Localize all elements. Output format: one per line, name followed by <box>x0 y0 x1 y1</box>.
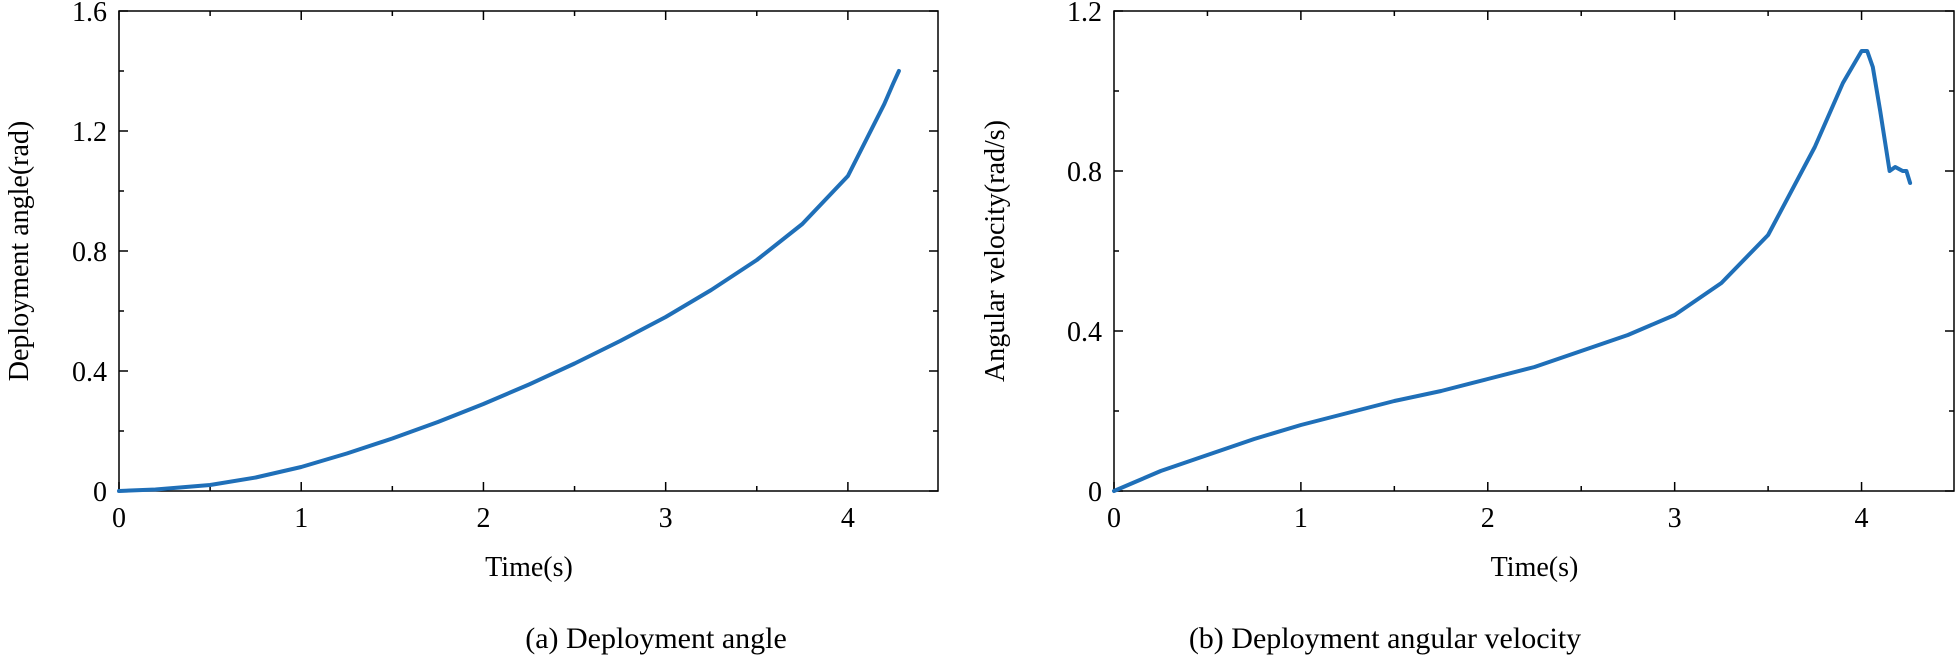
x-axis-title: Time(s) <box>485 552 573 583</box>
plot-frame <box>1113 10 1955 492</box>
y-tick-label: 0.8 <box>72 237 107 268</box>
series-line-0 <box>117 69 901 493</box>
x-tick-label: 2 <box>1481 503 1495 534</box>
x-tick-label: 3 <box>659 503 673 534</box>
x-axis-title: Time(s) <box>1491 552 1579 583</box>
y-tick-label: 0 <box>1088 477 1102 508</box>
y-tick-label: 0.4 <box>72 357 107 388</box>
series-line-0 <box>1112 49 1913 493</box>
x-tick-label: 2 <box>476 503 490 534</box>
x-tick-label: 0 <box>1107 503 1121 534</box>
x-tick-label: 1 <box>294 503 308 534</box>
chart-panel-0: 0 1 2 3 4 0 0.4 0.8 1.2 1.6 Time(s) Deployment angl… <box>4 0 939 655</box>
subfigure-caption: (a) Deployment angle <box>525 622 787 655</box>
chart-panel-1: 0 1 2 3 4 0 0.4 0.8 1.2 Time(s) Angular velocity(r… <box>980 0 1955 655</box>
x-tick-label: 1 <box>1294 503 1308 534</box>
y-tick-label: 0.8 <box>1067 157 1102 188</box>
x-tick-label: 3 <box>1668 503 1682 534</box>
plot-frame <box>118 10 939 492</box>
y-axis-title: Deployment angle(rad) <box>4 121 35 381</box>
y-tick-label: 0.4 <box>1067 317 1102 348</box>
x-tick-label: 0 <box>112 503 126 534</box>
y-tick-label: 1.2 <box>1067 0 1102 28</box>
x-tick-label: 4 <box>841 503 855 534</box>
subfigure-caption: (b) Deployment angular velocity <box>1189 622 1581 655</box>
y-tick-label: 0 <box>93 477 107 508</box>
x-tick-label: 4 <box>1855 503 1869 534</box>
y-tick-label: 1.2 <box>72 117 107 148</box>
y-tick-label: 1.6 <box>72 0 107 28</box>
y-axis-title: Angular velocity(rad/s) <box>980 120 1011 382</box>
